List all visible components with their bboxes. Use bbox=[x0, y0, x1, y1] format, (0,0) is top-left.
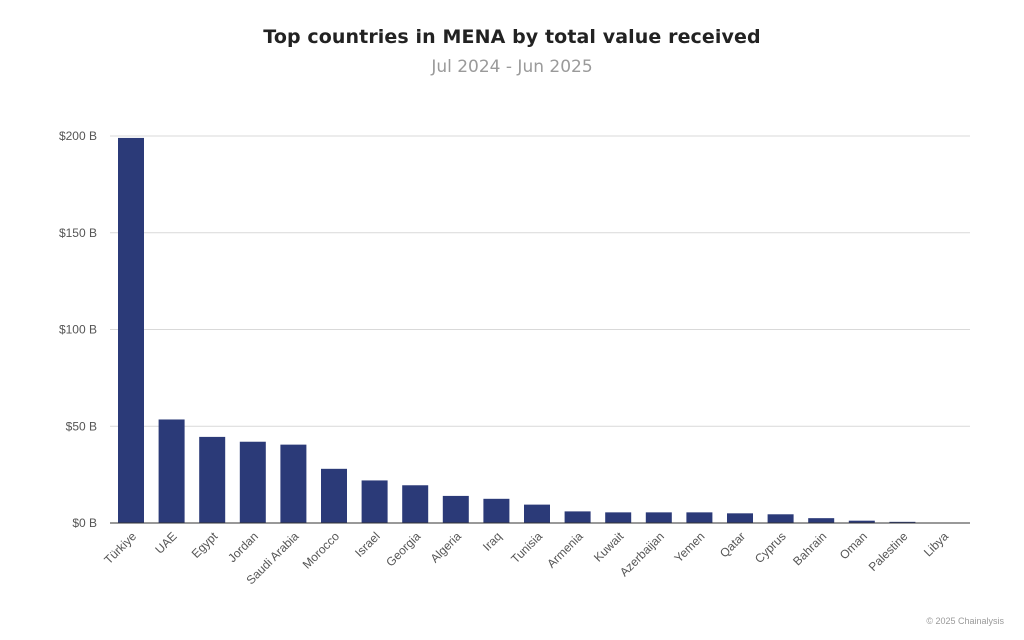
bar-t-rkiye bbox=[118, 137, 144, 523]
bar-iraq bbox=[483, 498, 510, 523]
bar-palestine bbox=[889, 521, 916, 523]
chart-subtitle: Jul 2024 - Jun 2025 bbox=[431, 57, 593, 77]
bar-kuwait bbox=[605, 512, 632, 523]
gridlines bbox=[110, 135, 970, 427]
bar-uae bbox=[158, 419, 185, 523]
y-tick-label: $200 B bbox=[59, 129, 97, 143]
bar-oman bbox=[848, 520, 875, 523]
bar-georgia bbox=[402, 485, 429, 523]
bar-jordan bbox=[239, 441, 266, 523]
bar-yemen bbox=[686, 512, 713, 523]
chart-title: Top countries in MENA by total value rec… bbox=[263, 26, 761, 48]
x-tick-label: Morocco bbox=[300, 529, 343, 572]
x-tick-label: Israel bbox=[352, 529, 383, 560]
bar-egypt bbox=[199, 436, 226, 523]
bar-israel bbox=[361, 480, 388, 523]
x-tick-label: Egypt bbox=[189, 529, 221, 561]
bar-algeria bbox=[442, 495, 469, 523]
x-tick-label: Libya bbox=[921, 529, 951, 559]
y-axis-ticks: $0 B $50 B $100 B $150 B $200 B bbox=[59, 129, 97, 530]
x-tick-label: Yemen bbox=[672, 529, 708, 565]
bar-bahrain bbox=[808, 518, 835, 523]
x-tick-label: Armenia bbox=[544, 529, 586, 571]
x-tick-label: Algeria bbox=[428, 529, 465, 566]
x-tick-label: Azerbaijan bbox=[617, 529, 667, 579]
x-tick-label: UAE bbox=[152, 529, 179, 556]
copyright-credit: © 2025 Chainalysis bbox=[926, 616, 1004, 626]
y-tick-label: $150 B bbox=[59, 226, 97, 240]
bar-morocco bbox=[321, 468, 347, 523]
x-tick-label: Tunisia bbox=[508, 529, 545, 566]
bar-qatar bbox=[727, 513, 753, 523]
x-tick-label: Iraq bbox=[480, 529, 505, 554]
x-tick-label: Jordan bbox=[225, 529, 261, 565]
x-tick-label: Georgia bbox=[383, 529, 423, 569]
bar-armenia bbox=[564, 511, 591, 523]
y-tick-label: $0 B bbox=[72, 516, 97, 530]
x-tick-label: Kuwait bbox=[591, 529, 627, 565]
x-tick-label: Türkiye bbox=[101, 529, 139, 567]
y-tick-label: $100 B bbox=[59, 323, 97, 337]
x-tick-label: Cyprus bbox=[752, 529, 789, 566]
x-tick-label: Qatar bbox=[717, 529, 748, 560]
bar-azerbaijan bbox=[645, 512, 672, 523]
y-tick-label: $50 B bbox=[66, 419, 97, 433]
x-tick-label: Oman bbox=[837, 529, 870, 562]
bar-tunisia bbox=[524, 504, 550, 523]
bars bbox=[118, 137, 956, 523]
x-tick-label: Palestine bbox=[866, 529, 911, 574]
x-tick-label: Bahrain bbox=[790, 529, 829, 568]
bar-cyprus bbox=[767, 514, 794, 523]
bar-saudi-arabia bbox=[280, 444, 307, 523]
